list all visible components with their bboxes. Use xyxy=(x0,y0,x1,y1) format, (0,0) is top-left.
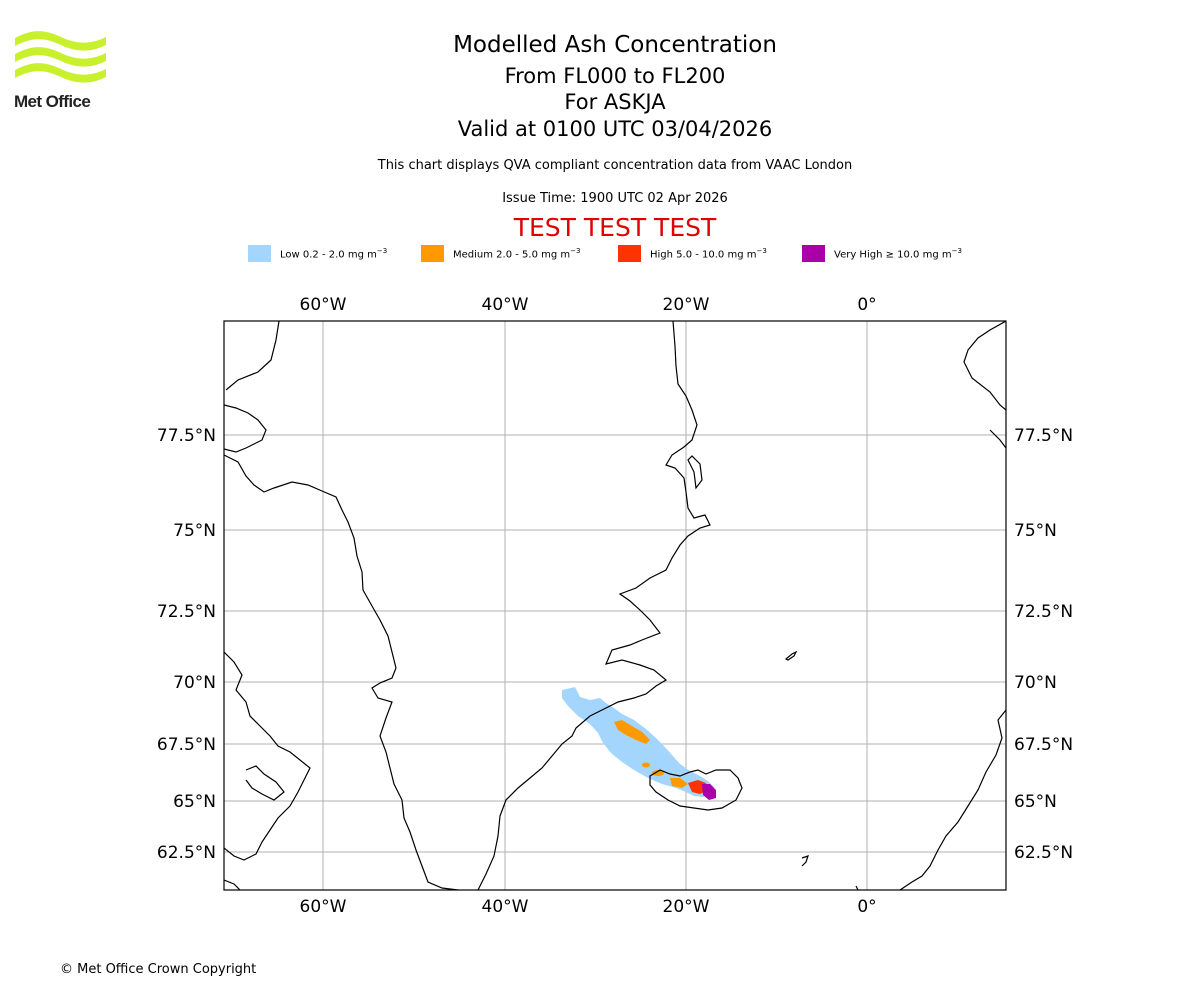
legend-item-medium: Medium 2.0 - 5.0 mg m−3 xyxy=(421,244,611,264)
lat-label-right: 77.5°N xyxy=(1014,426,1073,446)
legend-label-very-high: Very High ≥ 10.0 mg m xyxy=(834,249,952,261)
coastlines xyxy=(224,321,1006,890)
coastline-iceland xyxy=(649,769,743,811)
coastline-greenland-east xyxy=(477,321,711,890)
lat-label-left: 65°N xyxy=(173,792,216,812)
legend-swatch-high xyxy=(618,245,641,262)
legend-label-medium: Medium 2.0 - 5.0 mg m xyxy=(453,249,571,261)
coastline-newfoundland xyxy=(224,879,241,890)
lon-label-top: 40°W xyxy=(482,295,529,315)
lon-label-bottom: 20°W xyxy=(663,897,710,917)
lat-label-left: 72.5°N xyxy=(157,602,216,622)
legend-item-very-high: Very High ≥ 10.0 mg m−3 xyxy=(802,244,1002,264)
legend-label-high: High 5.0 - 10.0 mg m xyxy=(650,249,757,261)
graticule xyxy=(224,321,1006,890)
legend-exponent-very-high: −3 xyxy=(951,247,962,255)
legend-swatch-low xyxy=(248,245,271,262)
lon-label-top: 20°W xyxy=(663,295,710,315)
legend-swatch-very-high xyxy=(802,245,825,262)
legend-label-low: Low 0.2 - 2.0 mg m xyxy=(280,249,377,261)
logo-wordmark: Met Office xyxy=(14,92,91,111)
lat-label-left: 70°N xyxy=(173,673,216,693)
met-office-logo: Met Office xyxy=(14,30,109,112)
lon-label-bottom: 40°W xyxy=(482,897,529,917)
lat-label-left: 62.5°N xyxy=(157,843,216,863)
coastline-greenland-north xyxy=(224,454,397,669)
volcano-name: For ASKJA xyxy=(564,90,666,114)
copyright-notice: © Met Office Crown Copyright xyxy=(60,962,257,977)
ash-patch-medium xyxy=(670,778,688,788)
lon-label-bottom: 60°W xyxy=(300,897,347,917)
lat-label-right: 62.5°N xyxy=(1014,843,1073,863)
legend-exponent-low: −3 xyxy=(376,247,388,255)
legend-exponent-medium: −3 xyxy=(570,247,581,255)
map-frame xyxy=(223,320,1007,891)
coastline-norway xyxy=(899,709,1006,890)
lon-label-top: 60°W xyxy=(300,295,347,315)
legend-swatch-medium xyxy=(421,245,444,262)
legend-item-high: High 5.0 - 10.0 mg m−3 xyxy=(618,244,798,264)
coastline-labrador xyxy=(224,651,311,861)
issue-time: Issue Time: 1900 UTC 02 Apr 2026 xyxy=(502,191,728,206)
coastline-baffin-north xyxy=(224,404,267,453)
coastline-greenland-west xyxy=(371,667,459,890)
lat-label-left: 75°N xyxy=(173,521,216,541)
lon-label-top: 0° xyxy=(857,295,876,315)
test-banner: TEST TEST TEST xyxy=(513,213,717,242)
ash-plume-very-high xyxy=(702,784,716,800)
lat-label-left: 67.5°N xyxy=(157,735,216,755)
valid-time: Valid at 0100 UTC 03/04/2026 xyxy=(457,117,773,141)
lat-label-right: 72.5°N xyxy=(1014,602,1073,622)
lat-label-left: 77.5°N xyxy=(157,426,216,446)
coastline-svalbard-south xyxy=(989,429,1006,449)
lat-label-right: 70°N xyxy=(1014,673,1057,693)
chart-description: This chart displays QVA compliant concen… xyxy=(377,158,853,173)
ash-plume-medium xyxy=(614,720,650,744)
legend-item-low: Low 0.2 - 2.0 mg m−3 xyxy=(248,244,418,264)
ash-patch-medium xyxy=(642,762,650,768)
flight-level-range: From FL000 to FL200 xyxy=(504,64,726,88)
coastline-faroes xyxy=(801,855,809,867)
coastline-hudson xyxy=(245,765,285,801)
coastline-svalbard xyxy=(963,321,1006,411)
lat-label-right: 67.5°N xyxy=(1014,735,1073,755)
coastline-jan-mayen xyxy=(784,650,798,661)
chart-title: Modelled Ash Concentration xyxy=(453,32,777,58)
lat-label-right: 75°N xyxy=(1014,521,1057,541)
met-office-waves-icon xyxy=(15,31,106,83)
coastline-greenland-east-inner xyxy=(687,455,703,490)
lon-label-bottom: 0° xyxy=(857,897,876,917)
legend-exponent-high: −3 xyxy=(756,247,767,255)
lat-label-right: 65°N xyxy=(1014,792,1057,812)
ash-plume-low xyxy=(562,687,714,797)
coastline-shetland xyxy=(855,885,859,890)
coastline-ellesmere xyxy=(225,321,280,391)
ash-patch-medium xyxy=(652,770,664,776)
